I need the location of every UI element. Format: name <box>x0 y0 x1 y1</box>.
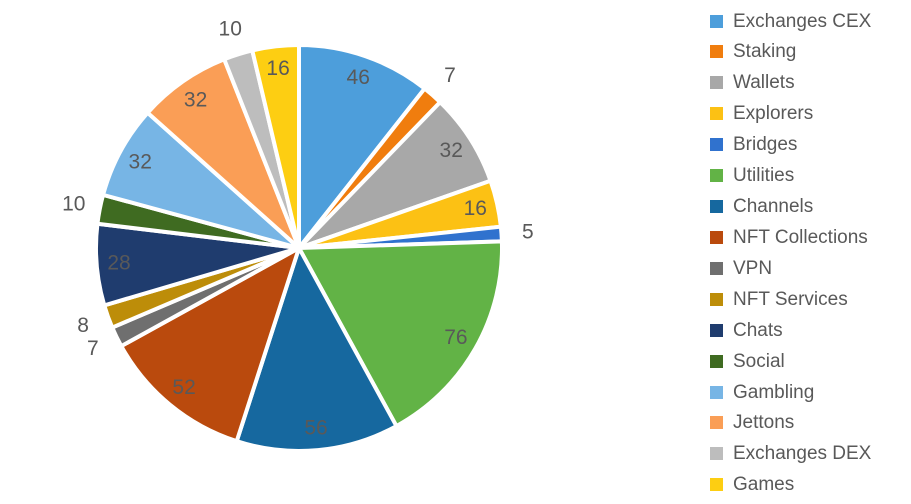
legend-swatch-icon <box>710 107 723 121</box>
legend-item-bridges: Bridges <box>710 134 905 156</box>
legend-item-exchanges-cex: Exchanges CEX <box>710 10 905 32</box>
legend-item-gambling: Gambling <box>710 381 905 403</box>
legend-label: Jettons <box>733 412 795 434</box>
slice-value-label: 7 <box>87 337 99 360</box>
legend-swatch-icon <box>710 200 723 214</box>
legend-swatch-icon <box>710 385 723 399</box>
legend-swatch-icon <box>710 416 723 430</box>
slice-value-label: 10 <box>219 18 242 41</box>
legend-label: VPN <box>733 257 773 279</box>
slice-value-label: 52 <box>172 376 195 399</box>
legend-swatch-icon <box>710 354 723 368</box>
legend-swatch-icon <box>710 45 723 59</box>
legend-item-channels: Channels <box>710 196 905 218</box>
slice-value-label: 32 <box>129 150 152 173</box>
pie-slice-utilities <box>295 239 504 429</box>
legend-item-utilities: Utilities <box>710 165 905 187</box>
legend-label: Games <box>733 474 795 496</box>
legend-label: Exchanges DEX <box>733 443 872 465</box>
legend-item-games: Games <box>710 474 905 496</box>
legend-item-nft-collections: NFT Collections <box>710 226 905 248</box>
legend-item-explorers: Explorers <box>710 103 905 125</box>
legend: Exchanges CEX Staking Wallets Explorers Brid… <box>710 10 905 496</box>
slice-value-label: 16 <box>464 197 487 220</box>
legend-label: Utilities <box>733 165 795 187</box>
slice-value-label: 32 <box>184 88 207 111</box>
legend-label: Exchanges CEX <box>733 10 872 32</box>
legend-item-nft-services: NFT Services <box>710 288 905 310</box>
slice-value-label: 56 <box>304 416 327 439</box>
legend-swatch-icon <box>710 76 723 90</box>
legend-swatch-icon <box>710 230 723 244</box>
legend-item-vpn: VPN <box>710 257 905 279</box>
slice-value-label: 5 <box>522 221 534 244</box>
legend-item-staking: Staking <box>710 41 905 63</box>
legend-swatch-icon <box>710 447 723 461</box>
legend-swatch-icon <box>710 261 723 275</box>
legend-label: Explorers <box>733 103 814 125</box>
legend-item-chats: Chats <box>710 319 905 341</box>
legend-item-wallets: Wallets <box>710 72 905 94</box>
legend-label: NFT Collections <box>733 226 868 248</box>
pie-slice-games <box>249 42 301 249</box>
slice-value-label: 7 <box>444 64 456 87</box>
slice-value-label: 46 <box>347 66 370 89</box>
legend-label: Channels <box>733 196 814 218</box>
slice-value-label: 32 <box>440 139 463 162</box>
slice-value-label: 16 <box>266 57 289 80</box>
legend-swatch-icon <box>710 323 723 337</box>
slice-value-label: 8 <box>77 314 89 337</box>
slice-value-label: 10 <box>62 193 85 216</box>
legend-label: Bridges <box>733 134 798 156</box>
legend-label: Staking <box>733 41 797 63</box>
slice-value-label: 76 <box>444 326 467 349</box>
slice-value-label: 28 <box>107 252 130 275</box>
legend-swatch-icon <box>710 478 723 492</box>
legend-label: Social <box>733 350 785 372</box>
legend-item-exchanges-dex: Exchanges DEX <box>710 443 905 465</box>
legend-swatch-icon <box>710 292 723 306</box>
legend-swatch-icon <box>710 169 723 183</box>
pie-slice-channels <box>234 242 400 453</box>
legend-item-jettons: Jettons <box>710 412 905 434</box>
legend-label: Gambling <box>733 381 815 403</box>
legend-label: Chats <box>733 319 783 341</box>
legend-item-social: Social <box>710 350 905 372</box>
legend-label: Wallets <box>733 72 795 94</box>
legend-label: NFT Services <box>733 288 848 310</box>
pie-slice-exchanges-cex <box>297 42 428 254</box>
pie-slice-nft-collections <box>118 243 303 444</box>
legend-swatch-icon <box>710 138 723 152</box>
legend-swatch-icon <box>710 14 723 28</box>
